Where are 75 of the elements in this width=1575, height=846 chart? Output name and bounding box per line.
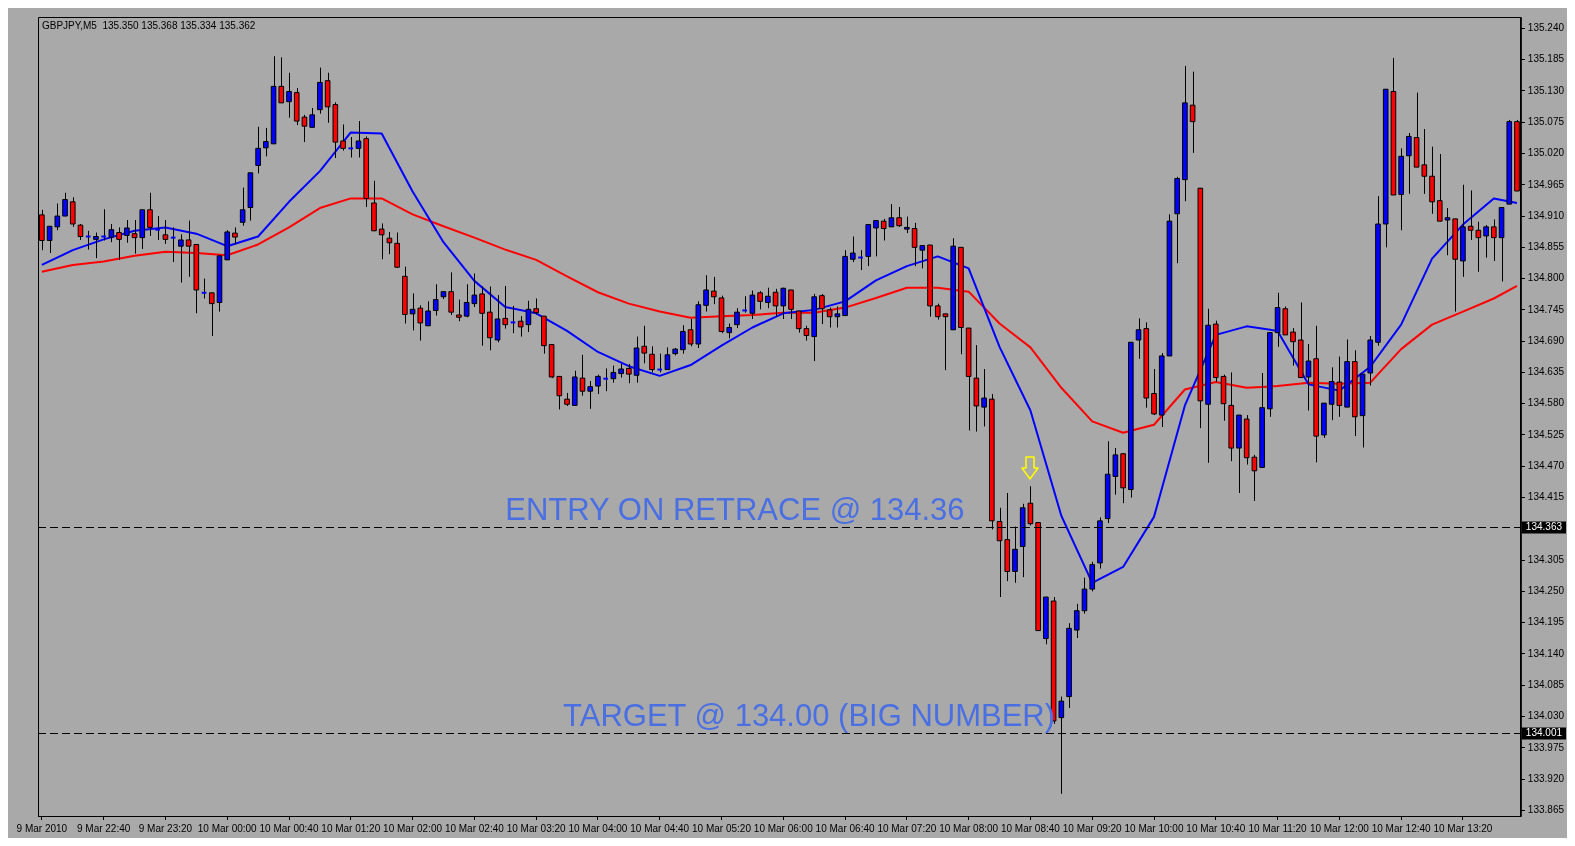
x-tick-label: 10 Mar 11:20 xyxy=(1248,822,1308,834)
chart-title: GBPJPY,M5 135.350 135.368 135.334 135.362 xyxy=(42,19,256,31)
candlestick xyxy=(757,290,763,310)
candlestick xyxy=(100,208,107,241)
y-tick-label: 133.920 xyxy=(1527,772,1565,784)
x-tick-label: 10 Mar 06:00 xyxy=(753,822,814,834)
ref-line-label: 134.001 xyxy=(1525,727,1563,739)
x-tick-label: 10 Mar 00:00 xyxy=(197,822,258,834)
candlestick xyxy=(116,226,122,261)
candlestick xyxy=(178,233,184,284)
y-tick-label: 134.195 xyxy=(1527,616,1565,628)
x-tick-label: 10 Mar 12:00 xyxy=(1309,822,1370,834)
candlestick xyxy=(340,123,346,152)
y-tick-label: 135.185 xyxy=(1527,53,1565,65)
candlestick xyxy=(602,367,609,392)
x-tick-label: 10 Mar 10:40 xyxy=(1186,822,1246,834)
y-tick-label: 134.415 xyxy=(1527,491,1565,503)
y-tick-label: 133.975 xyxy=(1527,741,1565,753)
x-tick-label: 10 Mar 02:00 xyxy=(383,822,443,834)
y-tick-label: 134.030 xyxy=(1527,710,1565,722)
candlestick xyxy=(93,232,99,259)
x-tick-label: 10 Mar 13:20 xyxy=(1433,822,1493,834)
candlestick xyxy=(1344,338,1350,408)
y-tick-label: 134.305 xyxy=(1527,553,1565,565)
x-tick-label: 10 Mar 08:00 xyxy=(939,822,999,834)
y-tick-label: 134.690 xyxy=(1527,334,1565,346)
candlestick xyxy=(1259,372,1265,468)
candlestick xyxy=(1452,218,1459,313)
y-tick-label: 134.580 xyxy=(1527,397,1565,409)
y-tick-label: 134.085 xyxy=(1527,678,1565,690)
candlestick xyxy=(147,192,153,237)
x-tick-label: 10 Mar 09:20 xyxy=(1062,822,1123,834)
y-tick-label: 135.130 xyxy=(1527,84,1565,96)
y-tick-label: 134.525 xyxy=(1527,428,1565,440)
x-tick-label: 10 Mar 04:40 xyxy=(630,822,690,834)
candlestick xyxy=(448,271,455,316)
x-tick-label: 10 Mar 06:40 xyxy=(815,822,875,834)
x-tick-label: 10 Mar 08:40 xyxy=(1000,822,1061,834)
annotation: ENTRY ON RETRACE @ 134.36 xyxy=(505,491,965,527)
x-tick-label: 10 Mar 10:00 xyxy=(1124,822,1184,834)
y-tick-label: 134.635 xyxy=(1527,366,1565,378)
x-tick-label: 9 Mar 22:40 xyxy=(76,822,131,834)
y-tick-label: 134.800 xyxy=(1527,272,1565,284)
x-tick-label: 10 Mar 03:20 xyxy=(506,822,567,834)
y-tick-label: 135.075 xyxy=(1527,115,1565,127)
y-tick-label: 134.470 xyxy=(1527,460,1565,472)
y-tick-label: 135.020 xyxy=(1527,147,1565,159)
candlestick xyxy=(703,274,709,313)
candlestick xyxy=(62,192,68,217)
y-tick-label: 134.965 xyxy=(1527,178,1565,190)
candlestick xyxy=(84,230,92,251)
x-tick-label: 10 Mar 04:00 xyxy=(568,822,628,834)
y-tick-label: 134.140 xyxy=(1527,647,1565,659)
y-tick-label: 134.250 xyxy=(1527,585,1565,597)
candlestick xyxy=(857,249,864,271)
x-tick-label: 10 Mar 05:20 xyxy=(692,822,752,834)
y-tick-label: 134.910 xyxy=(1527,209,1565,221)
y-tick-label: 135.240 xyxy=(1527,22,1565,34)
candlestick xyxy=(309,107,315,128)
x-tick-label: 10 Mar 00:40 xyxy=(259,822,319,834)
x-tick-label: 10 Mar 07:20 xyxy=(877,822,937,834)
annotation: TARGET @ 134.00 (BIG NUMBER) xyxy=(563,697,1056,733)
x-tick-label: 9 Mar 2010 xyxy=(16,822,68,834)
candlestick xyxy=(788,289,794,320)
y-tick-label: 133.865 xyxy=(1527,804,1565,816)
x-tick-label: 10 Mar 02:40 xyxy=(444,822,505,834)
x-tick-label: 10 Mar 12:40 xyxy=(1371,822,1432,834)
y-tick-label: 134.855 xyxy=(1527,241,1565,253)
candlestick xyxy=(741,295,748,314)
y-tick-label: 134.745 xyxy=(1527,303,1565,315)
ref-line-label: 134.363 xyxy=(1525,521,1563,533)
x-tick-label: 10 Mar 01:20 xyxy=(321,822,381,834)
x-tick-label: 9 Mar 23:20 xyxy=(138,822,193,834)
candlestick xyxy=(479,286,485,347)
candlestick xyxy=(347,136,355,158)
